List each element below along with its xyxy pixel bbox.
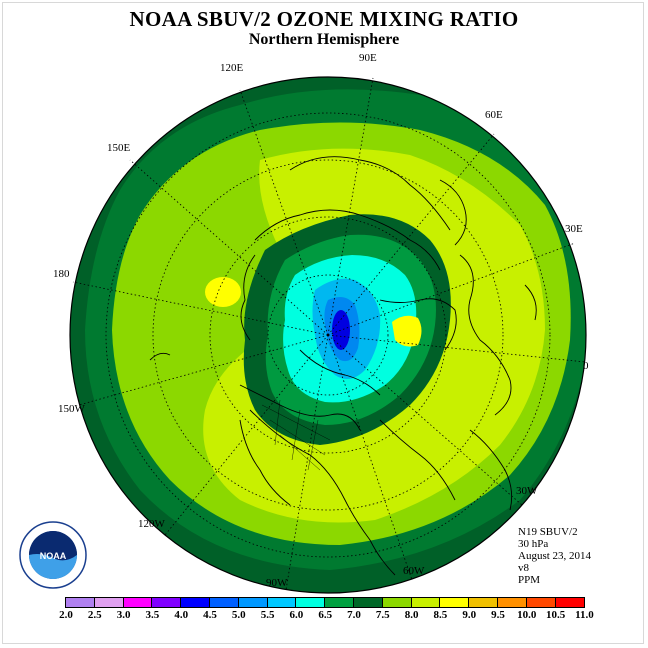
map-title: NOAA SBUV/2 OZONE MIXING RATIO	[129, 7, 519, 31]
colorbar-swatch	[325, 598, 354, 607]
colorbar-swatch	[181, 598, 210, 607]
colorbar-swatch	[296, 598, 326, 607]
colorbar-swatch	[209, 598, 239, 607]
info-date: August 23, 2014	[518, 550, 592, 562]
map-subtitle: Northern Hemisphere	[248, 31, 400, 48]
info-level: 30 hPa	[518, 538, 549, 550]
colorbar-swatch	[526, 598, 556, 607]
colorbar-tick-label: 8.5	[433, 609, 448, 621]
latitude-grid	[105, 112, 551, 558]
lon-label-0: 0	[583, 360, 589, 372]
colorbar-tick-label: 7.5	[375, 609, 390, 621]
longitude-grid	[72, 77, 586, 591]
noaa-logo: NOAA	[19, 521, 87, 589]
map-border	[69, 76, 587, 594]
contour-8-5-west	[205, 277, 241, 307]
info-units: PPM	[518, 574, 541, 586]
colorbar-tick-label: 8.0	[404, 609, 419, 621]
colorbar-swatch	[440, 598, 470, 607]
colorbar-tick-label: 10.0	[517, 609, 537, 621]
info-panel: N19 SBUV/2 30 hPa August 23, 2014 v8 PPM	[518, 526, 591, 586]
colorbar-tick-label: 2.5	[87, 609, 102, 621]
lon-label-150w: 150W	[58, 403, 85, 415]
colorbar-tick-label: 10.5	[545, 609, 566, 621]
colorbar-tick-label: 4.5	[203, 609, 217, 621]
colorbar-swatch	[123, 598, 153, 607]
colorbar-swatch	[411, 598, 441, 607]
colorbar-tick-label: 5.5	[260, 609, 275, 621]
noaa-logo-text: NOAA	[40, 551, 67, 561]
contour-4-0-core	[332, 310, 350, 350]
state-borders	[261, 399, 331, 471]
lon-label-120w: 120W	[138, 518, 165, 530]
colorbar-swatch	[267, 598, 297, 607]
lon-label-180: 180	[53, 268, 70, 280]
colorbar-swatch	[353, 598, 383, 607]
info-version: v8	[518, 562, 529, 574]
colorbar-tick-label: 5.0	[231, 609, 246, 621]
colorbar-swatch	[66, 598, 95, 607]
colorbar-tick-label: 6.0	[289, 609, 304, 621]
colorbar-swatch	[382, 598, 412, 607]
colorbar	[65, 597, 586, 608]
lon-label-150e: 150E	[107, 142, 131, 154]
colorbar-swatch	[238, 598, 268, 607]
lon-label-30e: 30E	[565, 223, 583, 235]
colorbar-tick-label: 3.0	[116, 609, 131, 621]
colorbar-swatch	[497, 598, 527, 607]
colorbar-tick-label: 9.5	[491, 609, 505, 621]
lon-label-30w: 30W	[516, 485, 538, 497]
colorbar-tick-label: 4.0	[174, 609, 189, 621]
colorbar-swatch	[152, 598, 182, 607]
coastlines	[149, 156, 537, 576]
colorbar-tick-label: 7.0	[347, 609, 361, 621]
lon-label-120e: 120E	[220, 62, 244, 74]
colorbar-swatch	[555, 598, 585, 607]
colorbar-tick-label: 3.5	[145, 609, 160, 621]
colorbar-tick-label: 9.0	[462, 609, 477, 621]
info-instrument: N19 SBUV/2	[518, 526, 578, 538]
colorbar-tick-label: 11.0	[575, 609, 594, 621]
contour-7-5-west	[139, 240, 270, 354]
lon-label-90w: 90W	[266, 577, 288, 589]
colorbar-swatch	[94, 598, 124, 607]
lon-label-90e: 90E	[359, 52, 377, 64]
colorbar-tick-label: 6.5	[318, 609, 333, 621]
lon-label-60e: 60E	[485, 109, 503, 121]
colorbar-swatch	[469, 598, 498, 607]
lon-label-60w: 60W	[403, 565, 425, 577]
colorbar-tick-label: 2.0	[59, 609, 73, 621]
contour-8-5-east	[392, 315, 422, 347]
